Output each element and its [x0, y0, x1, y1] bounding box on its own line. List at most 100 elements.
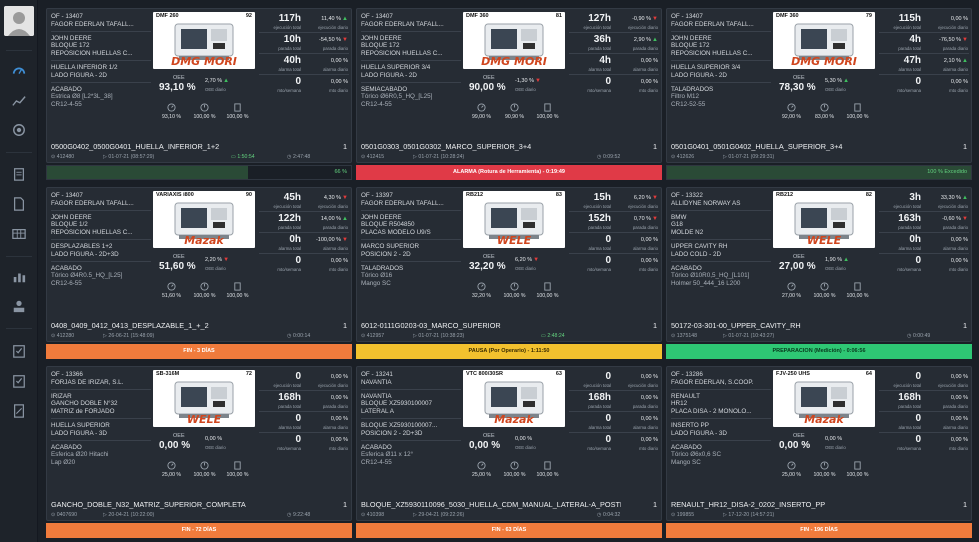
machine-card[interactable]: OF - 13407 FAGOR EDERLAN TAFALL... JOHN D…: [46, 8, 352, 183]
stat-maintenance: 0 mto/semana 0,00 % mto diario: [277, 255, 348, 272]
operation: TALADRADOS: [671, 85, 714, 93]
performance-gauge: 100,00 %: [808, 282, 841, 299]
progress-label: 66 %: [334, 169, 347, 175]
machine-name: SB-316M: [156, 371, 180, 377]
status-bar[interactable]: 100 % Excedido: [666, 165, 972, 180]
oee-label: OEE: [793, 433, 805, 439]
customer: FAGOR EDERLAN TAFALL...: [361, 199, 444, 207]
program-reference: 0500G0402_0500G0401_HUELLA_INFERIOR_1+2: [51, 142, 220, 151]
part-side: LADO FIGURA - 3D: [671, 429, 727, 437]
order-info: OF - 13407 FAGOR EDERLAN TAFALL... JOHN D…: [51, 191, 151, 292]
arrow-down-icon: ▼: [962, 216, 968, 222]
status-bar[interactable]: FIN - 196 DÍAS: [666, 523, 972, 538]
order-number: OF - 13366: [51, 371, 83, 378]
status-bar[interactable]: PREPARACION (Medición) - 0:06:56: [666, 344, 972, 359]
order-number: OF - 13241: [361, 371, 393, 378]
machine-card[interactable]: OF - 13407 FAGOR EDERLAN TAFALL... JOHN D…: [46, 187, 352, 362]
checklist-icon[interactable]: [9, 344, 29, 360]
arrow-up-icon: ▲: [962, 58, 968, 64]
bar-chart-icon[interactable]: [9, 270, 29, 286]
card-body: OF - 13407 FAGOR EDERLAN TAFALL... JOHN D…: [46, 8, 352, 163]
machine-icon: [794, 202, 854, 239]
stat-alarm: 0 alarma total 0,00 % alarma diario: [259, 412, 349, 433]
machine-card[interactable]: OF - 13241 NAVANTIA NAVANTIA BLOQUE XZ5930…: [356, 366, 662, 541]
machine-number: 92: [245, 13, 252, 19]
machine-image[interactable]: FJV-250 UHS 64 Mazak: [773, 370, 875, 427]
oee-value: 0,00 %: [159, 440, 191, 451]
stat-stop: 152h parada total 0,70 %▼ parada diario: [569, 212, 659, 233]
speedometer-icon[interactable]: [9, 64, 29, 80]
machine-card[interactable]: OF - 13286 FAGOR EDERLAN, S.COOP. RENAULT…: [666, 366, 972, 541]
start-time: ▷ 01-07-21 (10:43:27): [723, 333, 775, 339]
arrow-down-icon: ▼: [962, 37, 968, 43]
stats-panel: 0 ejecución total 0,00 % ejecución diario 1…: [879, 370, 969, 454]
checklist-2-icon[interactable]: [9, 374, 29, 390]
oee-value: 0,00 %: [469, 440, 501, 451]
arrow-up-icon: ▲: [843, 78, 850, 84]
job-id: ⊙ 1375148: [671, 333, 697, 339]
part-name: HUELLA INFERIOR 1/2: [51, 63, 118, 71]
machine-image[interactable]: DMF 360 81 DMG MORI: [463, 12, 565, 69]
machine-card[interactable]: OF - 13397 FAGOR EDERLAN TAFALL... JOHN D…: [356, 187, 662, 362]
stat-execution: 127h ejecución total -0,90 %▼ ejecución dia…: [569, 12, 659, 33]
status-bar[interactable]: FIN - 3 DÍAS: [46, 344, 352, 359]
arrow-down-icon: ▼: [342, 237, 348, 243]
report-icon[interactable]: [9, 404, 29, 420]
machine-image[interactable]: SB-316M 72 WELE: [153, 370, 255, 427]
machine-image[interactable]: VARIAXIS i800 90 Mazak: [153, 191, 255, 248]
job-id: ⊙ 412280: [51, 333, 75, 339]
sidebar-divider: [6, 152, 32, 153]
oee-daily-value: 0,00 %: [205, 436, 223, 442]
status-bar[interactable]: FIN - 72 DÍAS: [46, 523, 352, 538]
machine-icon: [174, 23, 234, 60]
oee-label: OEE: [173, 75, 185, 81]
user-upload-icon[interactable]: [9, 299, 29, 315]
stat-alarm: 0 alarma total 0,00 % alarma diario: [879, 412, 969, 433]
machine-card[interactable]: OF - 13322 ALLIDYNE NORWAY AS BMW G18 MOLDE…: [666, 187, 972, 362]
machine-name: RB212: [466, 192, 484, 198]
stat-maintenance: 0 mto/semana 0,00 % mto diario: [897, 434, 968, 451]
order-info: OF - 13397 FAGOR EDERLAN TAFALL... JOHN D…: [361, 191, 461, 292]
holder: Holmer 50_444_16 L200: [671, 280, 741, 288]
oee-value: 90,00 %: [469, 82, 506, 93]
machine-brand: Mazak: [804, 413, 844, 426]
record-icon[interactable]: [9, 123, 29, 139]
card-body: OF - 13407 FAGOR EDERLAN TAFALL... JOHN D…: [356, 8, 662, 163]
card-body: OF - 13286 FAGOR EDERLAN, S.COOP. RENAULT…: [666, 366, 972, 521]
machine-card[interactable]: OF - 13407 FAGOR EDERLAN TAFALL... JOHN D…: [666, 8, 972, 183]
operation: ACABADO: [671, 264, 702, 272]
machine-image[interactable]: DMF 260 92 DMG MORI: [153, 12, 255, 69]
machine-card[interactable]: OF - 13407 FAGOR EDERLAN TAFALL... JOHN D…: [356, 8, 662, 183]
stat-alarm: 0h alarma total -100,00 %▼ alarma diario: [259, 233, 349, 254]
machine-brand: DMG MORI: [171, 55, 237, 68]
card-body: OF - 13366 FORJAS DE IRIZAR, S.L. IRIZAR G…: [46, 366, 352, 521]
chart-line-icon[interactable]: [9, 94, 29, 110]
machine-name: DMF 260: [156, 13, 179, 19]
client: NAVANTIA: [361, 392, 392, 400]
machine-image[interactable]: VTC 800/30SR 63 Mazak: [463, 370, 565, 427]
operation: ACABADO: [51, 264, 82, 272]
part-side: LADO FIGURA - 2D: [361, 71, 417, 79]
card-body: OF - 13241 NAVANTIA NAVANTIA BLOQUE XZ5930…: [356, 366, 662, 521]
table-icon[interactable]: [9, 227, 29, 243]
clipboard-icon[interactable]: [9, 167, 29, 183]
order-number: OF - 13407: [361, 13, 393, 20]
user-avatar[interactable]: [4, 6, 34, 36]
document-icon[interactable]: [9, 197, 29, 213]
machine-image[interactable]: DMF 360 79 DMG MORI: [773, 12, 875, 69]
machine-image[interactable]: RB212 83 WELE: [463, 191, 565, 248]
status-bar[interactable]: FIN - 63 DÍAS: [356, 523, 662, 538]
order-info: OF - 13407 FAGOR EDERLAN TAFALL... JOHN D…: [51, 12, 151, 113]
cycle-timer: ◷ 0:04:32: [597, 512, 621, 518]
quality-gauge: 100,00 %: [841, 103, 874, 120]
order-number: OF - 13322: [671, 192, 703, 199]
part-name: INSERTO PP: [671, 421, 709, 429]
machine-card[interactable]: OF - 13366 FORJAS DE IRIZAR, S.L. IRIZAR G…: [46, 366, 352, 541]
progress-fill: [667, 166, 971, 179]
status-bar[interactable]: 66 %: [46, 165, 352, 180]
machine-image[interactable]: RB212 82 WELE: [773, 191, 875, 248]
machine-icon: [174, 202, 234, 239]
status-bar[interactable]: PAUSA (Por Operario) - 1:11:50: [356, 344, 662, 359]
start-time: ▷ 26-06-21 (15:48:09): [103, 333, 155, 339]
status-bar[interactable]: ALARMA (Rotura de Herramienta) - 0:19:49: [356, 165, 662, 180]
